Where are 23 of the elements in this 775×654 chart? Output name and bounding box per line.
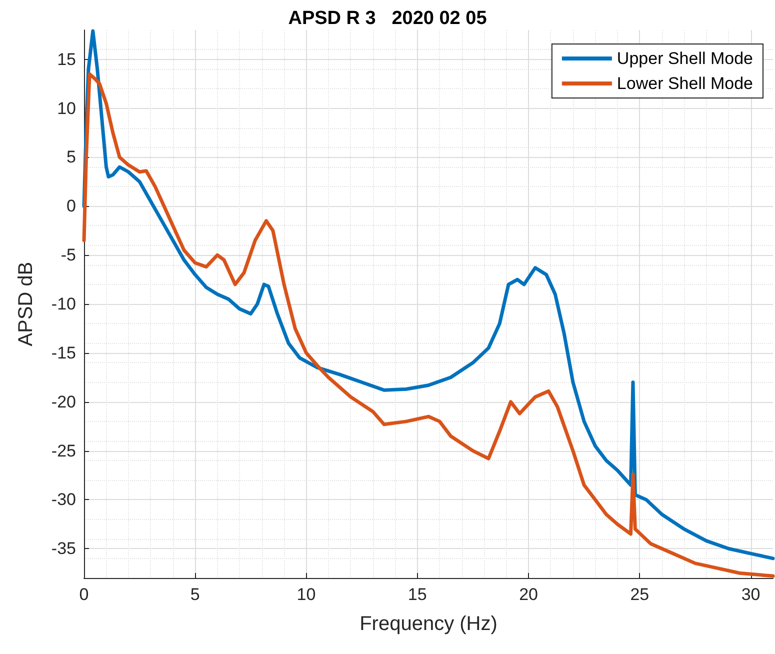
y-tick-label: -25 <box>51 441 76 460</box>
x-axis-title: Frequency (Hz) <box>360 613 498 635</box>
chart-title: APSD R 3 2020 02 05 <box>288 8 488 29</box>
y-tick-label: -20 <box>51 392 76 412</box>
x-tick-label: 25 <box>630 585 650 604</box>
y-tick-label: -30 <box>51 490 76 510</box>
y-tick-label: 0 <box>66 196 76 216</box>
y-tick-label: -10 <box>51 294 76 314</box>
y-tick-label: 15 <box>57 50 76 69</box>
y-tick-label: 5 <box>66 148 76 167</box>
x-tick-label: 15 <box>408 585 427 604</box>
y-tick-label: 10 <box>57 98 76 118</box>
y-axis-title: APSD dB <box>15 262 37 346</box>
legend-label: Upper Shell Mode <box>616 49 754 68</box>
y-tick-label: -5 <box>60 246 76 265</box>
y-tick-label: -35 <box>51 539 76 558</box>
x-tick-label: 20 <box>519 585 538 604</box>
y-tick-label: -15 <box>51 343 76 362</box>
x-tick-label: 5 <box>190 585 200 604</box>
x-tick-label: 10 <box>296 585 316 604</box>
x-tick-label: 30 <box>741 585 760 604</box>
x-tick-label: 0 <box>79 585 89 604</box>
legend-label: Lower Shell Mode <box>616 74 754 93</box>
